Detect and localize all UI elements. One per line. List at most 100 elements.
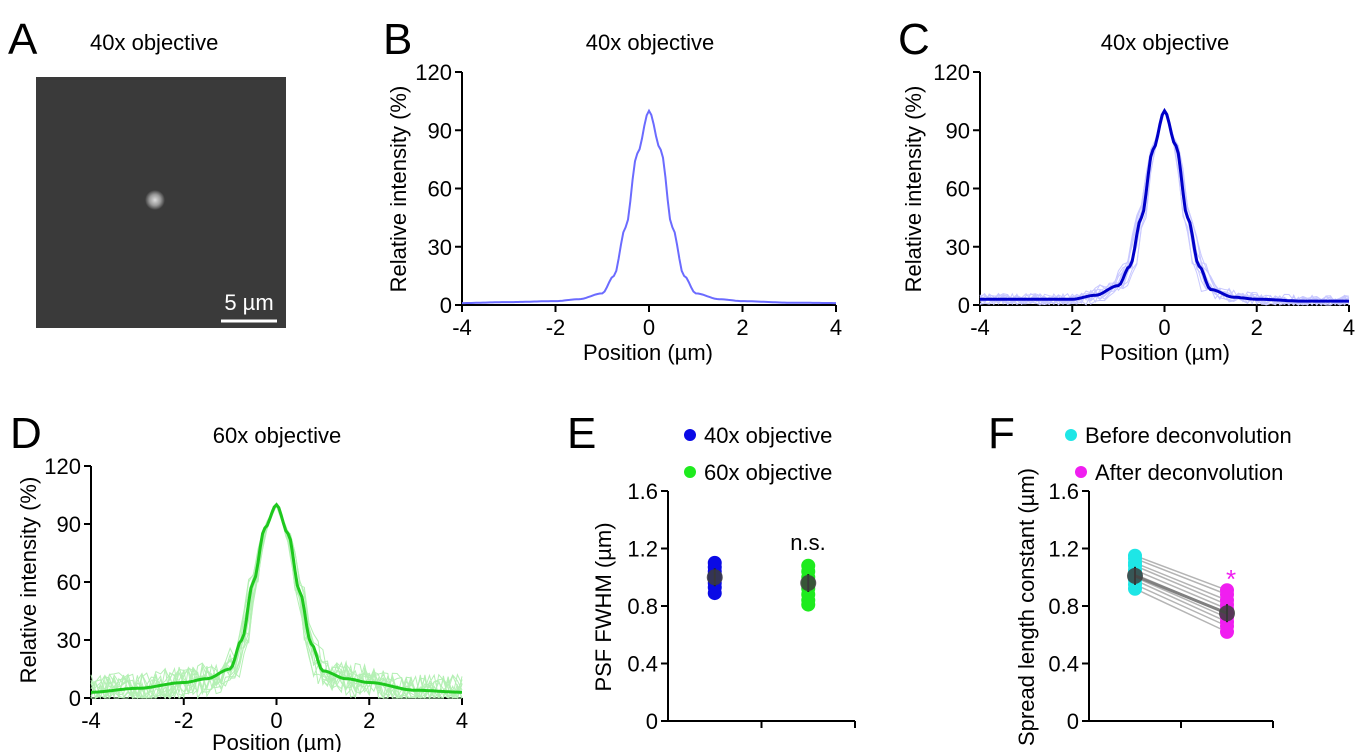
individual-trace [979,109,1350,306]
panel-a-letter: A [8,15,38,64]
paired-line [1134,569,1228,610]
paired-line [1134,565,1228,606]
y-tick-label: 120 [44,454,81,479]
individual-trace [90,505,463,700]
mean-marker [1219,605,1235,622]
x-tick-label: 4 [830,315,842,340]
paired-line [1134,562,1228,601]
y-tick-label: 1.2 [627,537,658,562]
panel-d: D 60x objective 0 30 60 90 120 -4 -2 0 2 4 Positi… [10,409,468,752]
panel-d-letter: D [10,409,42,458]
panel-b: B 40x objective 0 30 60 90 120 -4 -2 0 2 4 Positi… [383,15,842,365]
psf-bead-spot [145,190,165,210]
significance-label-ns: n.s. [790,530,825,555]
individual-trace [91,502,463,700]
individual-trace [979,108,1350,306]
scale-bar-label: 5 µm [224,290,273,315]
individual-trace [90,504,463,700]
panel-c-xlabel: Position (µm) [1100,340,1230,365]
data-point [1220,583,1234,598]
legend-label-before: Before deconvolution [1085,423,1292,448]
panel-e: E 40x objective 60x objective 0 0.4 0.8 1.2… [567,409,856,734]
x-tick-label: -4 [81,708,101,733]
data-point [707,555,722,570]
y-tick-label: 90 [57,512,81,537]
individual-trace [90,503,463,700]
panel-d-ylabel: Relative intensity (%) [16,477,41,684]
y-tick-label: 30 [946,235,970,260]
y-tick-label: 0.8 [1048,594,1079,619]
paired-line [1134,579,1228,623]
y-tick-label: 0.8 [627,594,658,619]
individual-trace [979,109,1350,306]
panel-a-title: 40x objective [90,30,218,55]
x-tick-label: 4 [1343,315,1355,340]
data-point [801,558,816,573]
mean-paired-line [1134,574,1228,615]
paired-line [1134,583,1228,627]
individual-trace [90,503,463,700]
panel-c-title: 40x objective [1101,30,1229,55]
y-tick-label: 0 [958,293,970,318]
legend-label-after: After deconvolution [1095,460,1283,485]
y-tick-label: 0 [69,686,81,711]
individual-trace [979,109,1350,306]
y-tick-label: 0 [440,293,452,318]
y-tick-label: 0 [646,709,658,734]
individual-trace [979,109,1350,306]
x-tick-label: -4 [452,315,472,340]
individual-trace [90,502,463,700]
panel-c-letter: C [898,15,930,64]
y-tick-label: 0.4 [627,652,658,677]
individual-trace [91,503,463,700]
panel-f: F Before deconvolution After deconvoluti… [988,409,1292,746]
individual-trace [979,109,1350,306]
panel-c: C 40x objective 0 30 60 90 120 -4 -2 0 2 4 Positi… [898,15,1355,365]
plot-e-area: 0 0.4 0.8 1.2 1.6 [627,479,856,734]
legend-marker-after [1075,466,1087,478]
x-tick-label: -2 [546,315,566,340]
individual-trace [979,109,1350,306]
y-tick-label: 120 [415,60,452,85]
panel-f-ylabel: Spread length constant (µm) [1014,468,1039,746]
individual-trace [979,109,1350,307]
paired-line [1134,576,1228,619]
y-tick-label: 30 [428,235,452,260]
individual-trace [91,504,463,700]
plot-b-area: 0 30 60 90 120 -4 -2 0 2 4 [415,60,842,340]
individual-trace [980,109,1350,306]
panel-d-xlabel: Position (µm) [212,730,342,752]
y-tick-label: 90 [428,118,452,143]
individual-trace [90,505,463,700]
y-tick-label: 90 [946,118,970,143]
mean-profile-line [91,502,462,694]
panel-d-title: 60x objective [213,423,341,448]
y-tick-label: 60 [428,177,452,202]
mean-profile-line [980,107,1349,303]
x-tick-label: 2 [363,708,375,733]
individual-trace [90,504,463,700]
panel-b-letter: B [383,15,412,64]
y-tick-label: 1.2 [1048,537,1079,562]
y-tick-label: 120 [933,60,970,85]
y-tick-label: 1.6 [1048,479,1079,504]
panel-b-xlabel: Position (µm) [583,340,713,365]
panel-b-title: 40x objective [586,30,714,55]
legend-label-40x: 40x objective [704,423,832,448]
plot-f-area: 0 0.4 0.8 1.2 1.6 [1048,479,1274,734]
x-tick-label: 2 [736,315,748,340]
mean-profile-line [462,108,836,305]
y-tick-label: 1.6 [627,479,658,504]
y-tick-label: 60 [57,570,81,595]
data-point [1128,548,1142,563]
paired-line [1134,588,1228,633]
x-tick-label: -2 [174,708,194,733]
significance-star: * [1226,564,1236,594]
panel-e-letter: E [567,409,596,458]
x-tick-label: 2 [1251,315,1263,340]
mean-marker [800,575,817,591]
x-tick-label: -4 [970,315,990,340]
mean-marker [1127,567,1143,584]
y-tick-label: 0 [1067,709,1079,734]
